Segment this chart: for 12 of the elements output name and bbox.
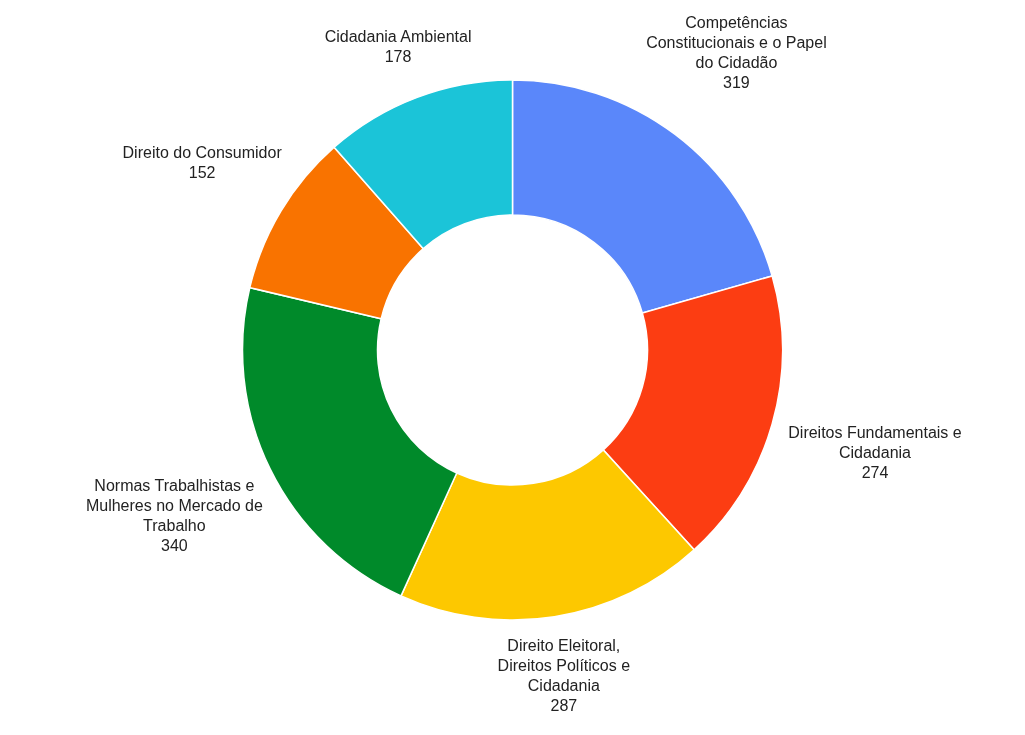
data-label: 319	[723, 74, 750, 92]
slice-label: Direito do Consumidor	[122, 144, 283, 162]
slice-label: Competências Constitucionais e o Papel do Cidadão	[646, 14, 827, 72]
data-label: 287	[550, 697, 578, 715]
slice-label: Cidadania Ambiental	[324, 27, 472, 45]
data-label: 340	[161, 536, 188, 554]
slice-label: Normas Trabalhistas e Mulheres no Mercado de Trabalho	[85, 476, 263, 534]
slice-label: Direitos Fundamentais e Cidadania	[788, 424, 962, 462]
data-label: 178	[384, 47, 412, 65]
slice-label: Direito Eleitoral, Direitos Políticos e Cidadania	[497, 637, 631, 695]
data-label: 274	[861, 464, 889, 482]
data-label: 152	[188, 164, 216, 182]
